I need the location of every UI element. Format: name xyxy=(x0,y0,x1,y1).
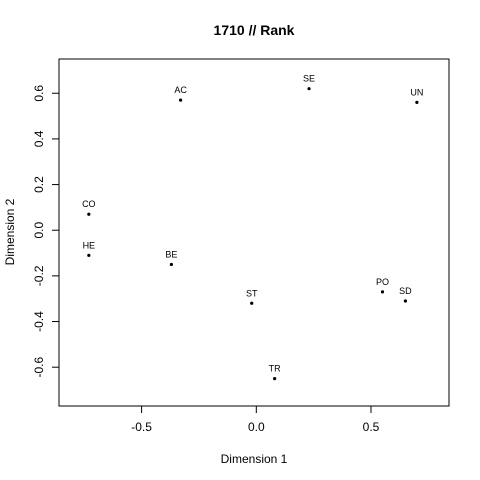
point-label: SE xyxy=(303,74,315,84)
y-axis-label: Dimension 2 xyxy=(3,198,17,265)
data-point xyxy=(178,98,183,102)
data-point xyxy=(403,299,408,303)
data-point xyxy=(273,377,277,381)
point-label: CO xyxy=(82,199,96,209)
plot-frame xyxy=(58,58,450,407)
point-label: BE xyxy=(165,249,177,259)
x-axis: -0.5 0.0 0.5 xyxy=(131,406,380,434)
x-axis-label: Dimension 1 xyxy=(221,452,288,466)
data-point xyxy=(307,87,311,91)
point-label: UN xyxy=(410,87,423,97)
data-point xyxy=(169,262,174,267)
point-label: SD xyxy=(399,286,412,296)
y-tick-label: -0.4 xyxy=(32,311,46,332)
chart-title: 1710 // Rank xyxy=(214,22,295,38)
data-point xyxy=(87,253,91,257)
y-axis: -0.6 -0.4 -0.2 0.0 0.2 0.4 0.6 xyxy=(32,85,59,378)
x-tick-label: -0.5 xyxy=(131,420,152,434)
point-label: PO xyxy=(376,277,389,287)
y-tick-label: 0.2 xyxy=(32,176,46,193)
data-point xyxy=(250,301,254,305)
data-point xyxy=(87,212,91,216)
data-points: AC SE UN CO HE BE ST PO SD TR xyxy=(82,74,423,381)
y-tick-label: -0.2 xyxy=(32,265,46,286)
point-label: AC xyxy=(174,85,187,95)
data-point xyxy=(415,100,419,104)
point-label: ST xyxy=(246,288,258,298)
y-tick-label: 0.4 xyxy=(32,130,46,147)
y-tick-label: -0.6 xyxy=(32,357,46,378)
y-tick-label: 0.6 xyxy=(32,85,46,102)
point-label: TR xyxy=(269,364,281,374)
y-tick-label: 0.0 xyxy=(32,222,46,239)
point-label: HE xyxy=(83,240,96,250)
data-point xyxy=(380,290,385,294)
x-tick-label: 0.5 xyxy=(363,420,380,434)
x-tick-label: 0.0 xyxy=(248,420,265,434)
